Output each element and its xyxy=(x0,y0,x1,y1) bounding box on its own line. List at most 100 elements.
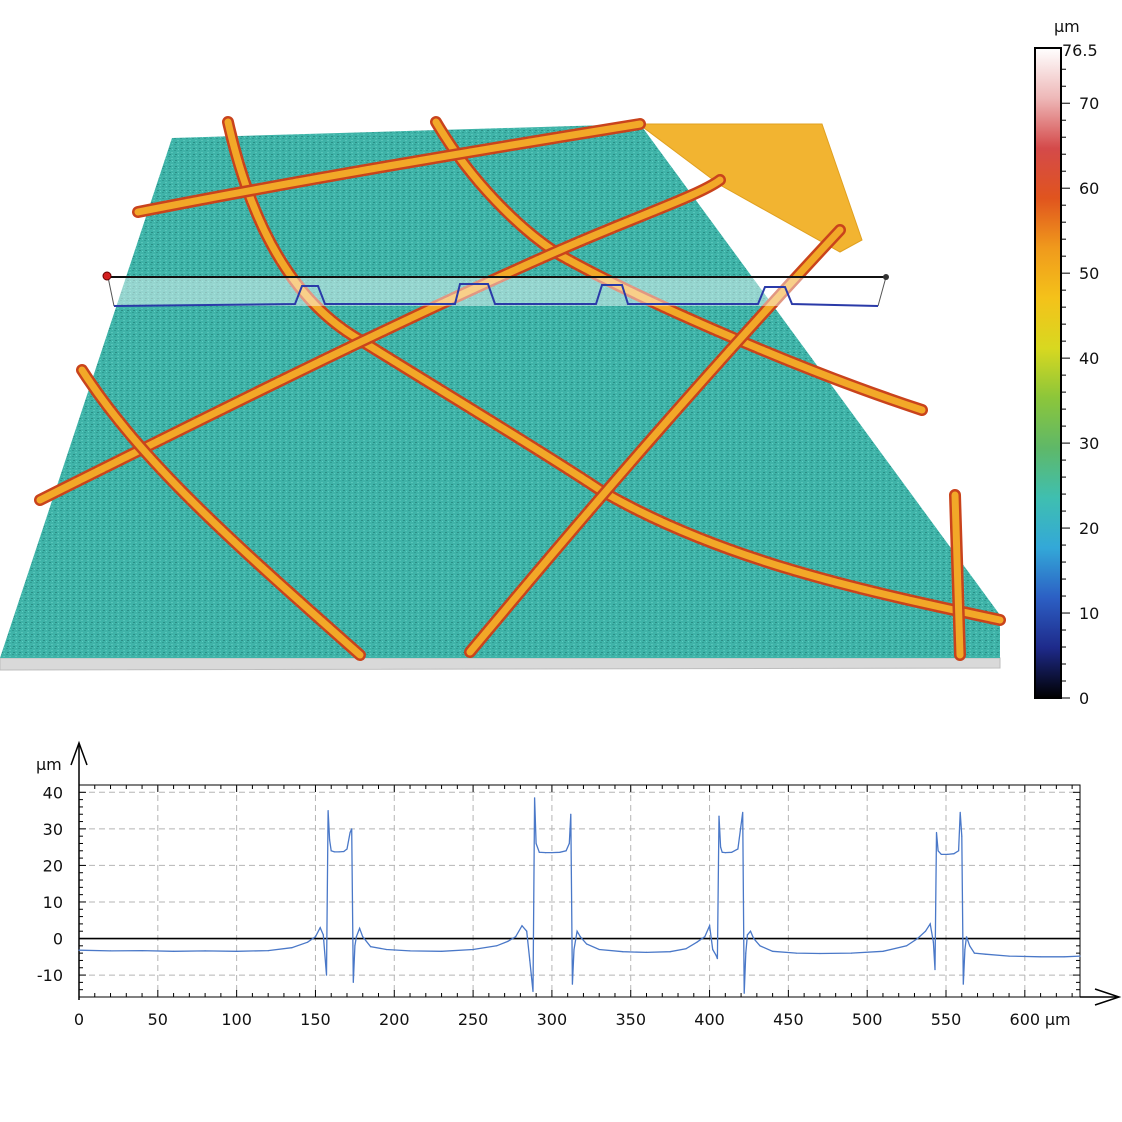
profile-data-point xyxy=(622,951,624,953)
profile-data-point xyxy=(731,851,733,853)
profile-data-point xyxy=(576,930,578,932)
profile-data-point xyxy=(521,925,523,927)
y-tick-label: 40 xyxy=(43,783,63,802)
profile-data-point xyxy=(338,851,340,853)
profile-data-point xyxy=(961,835,963,837)
profile-data-point xyxy=(965,936,968,938)
profile-data-point xyxy=(645,951,648,954)
profile-data-point xyxy=(314,936,317,938)
profile-data-point xyxy=(535,842,537,845)
profile-data-point xyxy=(749,930,752,932)
scalebar-tick-label: 10 xyxy=(1079,604,1099,623)
profile-data-point xyxy=(932,941,935,943)
profile-data-point xyxy=(354,945,356,947)
profile-data-point xyxy=(507,940,509,943)
x-tick-label: 250 xyxy=(458,1010,489,1029)
profile-data-point xyxy=(359,927,361,929)
profile-data-point xyxy=(330,850,332,852)
profile-data-point xyxy=(204,950,206,952)
profile-data-point xyxy=(538,851,540,853)
y-axis-arrowhead xyxy=(70,740,88,766)
color-scale-bar: µm 76.5 70 60 50 40 30 20 10 0 xyxy=(1034,17,1099,708)
ridge-horizontal-top-top xyxy=(134,120,644,216)
scalebar-tick-label: 20 xyxy=(1079,519,1099,538)
profile-data-point xyxy=(515,936,517,938)
profile-data-point xyxy=(526,930,528,932)
profile-data-point xyxy=(709,925,711,927)
profile-data-point xyxy=(882,950,884,952)
profile-end-marker[interactable] xyxy=(883,274,889,280)
profile-data-point xyxy=(362,936,364,938)
profile-data-point xyxy=(917,937,919,940)
y-tick-label: 30 xyxy=(43,820,63,839)
profile-data-point xyxy=(173,950,175,952)
profile-section-plane xyxy=(108,277,886,306)
profile-data-point xyxy=(573,948,575,951)
x-tick-label: 50 xyxy=(148,1010,168,1029)
profile-data-point xyxy=(795,952,797,954)
surface-side-face xyxy=(0,657,1001,671)
profile-data-point xyxy=(1008,955,1010,957)
scalebar-tick-label: 70 xyxy=(1079,94,1099,113)
y-tick-label: -10 xyxy=(37,966,63,985)
profile-data-point xyxy=(532,990,534,993)
profile-data-point xyxy=(685,948,687,950)
x-tick-label: 500 xyxy=(852,1010,883,1029)
profile-series-points xyxy=(78,797,1081,994)
profile-data-point xyxy=(696,941,698,943)
profile-data-point xyxy=(959,811,961,814)
x-tick-label: 0 xyxy=(74,1010,84,1029)
x-tick-label: 550 xyxy=(931,1010,962,1029)
ridge-middle-diagonal-top xyxy=(36,176,724,504)
profile-data-point xyxy=(346,848,348,850)
scalebar-gradient-bar xyxy=(1034,47,1062,699)
profile-data-point xyxy=(712,948,714,951)
profile-data-point xyxy=(929,923,931,925)
profile-data-point xyxy=(724,852,726,854)
scalebar-tick-label: 50 xyxy=(1079,264,1099,283)
profile-data-point xyxy=(343,850,345,853)
profile-data-point xyxy=(349,831,351,834)
surface-3d-view xyxy=(0,116,1006,671)
profile-data-point xyxy=(715,954,717,956)
profile-data-point xyxy=(322,934,324,936)
profile-series-line xyxy=(78,797,1081,994)
scalebar-tick-label: 30 xyxy=(1079,434,1099,453)
profile-data-point xyxy=(351,828,353,830)
x-axis-unit-label: µm xyxy=(1045,1010,1071,1029)
x-tick-label: 300 xyxy=(537,1010,568,1029)
profile-section-left-edge xyxy=(107,276,115,307)
scalebar-tick-label: 40 xyxy=(1079,349,1099,368)
profile-data-point xyxy=(964,948,966,951)
profile-data-point xyxy=(352,981,354,984)
profile-data-point xyxy=(742,811,744,814)
ridge-right-edge-top xyxy=(951,491,964,659)
profile-data-point xyxy=(746,934,749,936)
x-axis-arrowhead xyxy=(1094,988,1122,1006)
profile-data-point xyxy=(307,941,309,943)
profile-data-point xyxy=(720,846,722,848)
x-tick-label: 150 xyxy=(300,1010,331,1029)
scalebar-tick-label: 0 xyxy=(1079,689,1089,708)
profile-data-point xyxy=(267,950,269,952)
profile-data-point xyxy=(472,948,474,951)
profile-data-point xyxy=(355,936,357,938)
profile-data-point xyxy=(940,853,942,856)
profile-data-point xyxy=(984,953,987,955)
profile-data-point xyxy=(78,949,80,951)
profile-data-point xyxy=(325,974,328,976)
profile-data-point xyxy=(850,952,853,954)
ridge-lower-left-curve-top xyxy=(78,366,364,659)
profile-data-point xyxy=(745,952,747,954)
profile-data-point xyxy=(958,850,960,852)
profile-data-point xyxy=(329,839,331,841)
profile-data-point xyxy=(551,852,553,854)
surface-base xyxy=(0,124,1000,658)
x-tick-label: 100 xyxy=(221,1010,252,1029)
profile-data-point xyxy=(109,950,112,952)
profile-data-point xyxy=(1040,956,1042,958)
y-tick-label: 10 xyxy=(43,893,63,912)
profile-start-marker[interactable] xyxy=(102,271,112,281)
profile-chart: 0 50 100 150 200 250 300 350 400 450 500 550 600 µm-1… xyxy=(36,740,1122,1029)
profile-data-point xyxy=(969,945,971,947)
